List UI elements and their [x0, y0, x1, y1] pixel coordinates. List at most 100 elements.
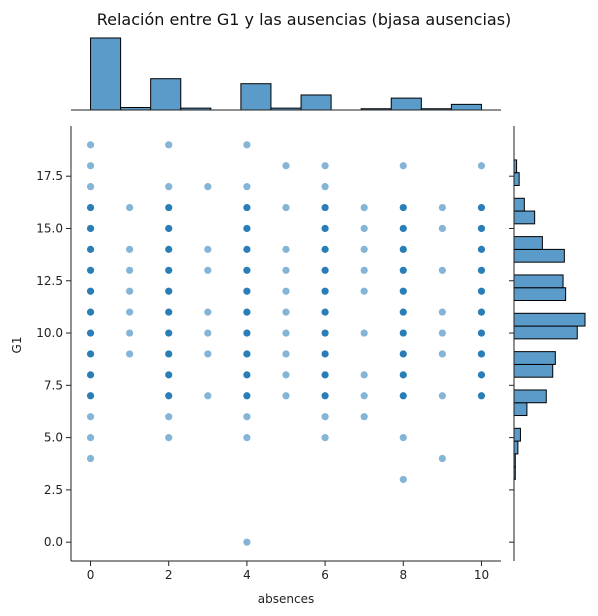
scatter-point — [477, 287, 486, 295]
scatter-point — [165, 434, 173, 442]
scatter-point — [86, 454, 95, 463]
scatter-point — [204, 308, 212, 316]
y-tick-label: 5.0 — [44, 431, 63, 445]
scatter-point — [399, 266, 407, 274]
y-hist-bar — [513, 325, 578, 340]
scatter-point — [165, 329, 173, 337]
scatter-point — [477, 203, 486, 212]
scatter-point — [204, 392, 212, 400]
scatter-point — [126, 308, 134, 316]
y-hist-bar — [513, 402, 528, 417]
scatter-point — [282, 203, 290, 212]
scatter-point — [126, 350, 134, 358]
scatter-point — [321, 371, 329, 379]
scatter-point — [243, 434, 251, 442]
scatter-point — [360, 224, 368, 233]
scatter-point — [282, 287, 290, 295]
x-tick-label: 0 — [87, 568, 95, 582]
scatter-point — [243, 245, 251, 253]
scatter-point — [243, 350, 251, 358]
x-hist-bar — [150, 78, 182, 111]
scatter-point — [399, 475, 407, 484]
scatter-point — [86, 203, 95, 212]
y-tick-label: 17.5 — [36, 169, 63, 183]
y-marginal-histogram — [509, 126, 586, 561]
chart-title: Relación entre G1 y las ausencias (bjasa… — [97, 10, 512, 29]
scatter-point — [360, 287, 368, 295]
scatter-point — [243, 287, 251, 295]
scatter-point — [438, 266, 446, 274]
scatter-point — [86, 287, 95, 295]
scatter-point — [282, 350, 290, 358]
scatter-point — [477, 162, 486, 170]
scatter-point — [399, 329, 407, 337]
y-hist-bar — [513, 197, 525, 212]
y-hist-bar — [513, 389, 547, 404]
x-tick-label: 8 — [399, 568, 407, 582]
x-hist-bar — [390, 97, 422, 111]
y-hist-bar — [513, 236, 543, 250]
scatter-point — [165, 308, 173, 316]
scatter-point — [399, 203, 407, 212]
scatter-point — [438, 308, 446, 316]
scatter-point — [399, 350, 407, 358]
scatter-point — [438, 329, 446, 337]
scatter-point — [165, 413, 173, 421]
scatter-point — [126, 266, 134, 274]
y-tick-label: 2.5 — [44, 483, 63, 497]
scatter-point — [204, 245, 212, 253]
scatter-point — [204, 183, 212, 191]
scatter-point — [165, 266, 173, 274]
scatter-plot-area — [86, 141, 486, 546]
y-tick-label: 7.5 — [44, 378, 63, 392]
scatter-point — [282, 162, 290, 170]
scatter-point — [243, 183, 251, 191]
scatter-point — [399, 392, 407, 400]
scatter-point — [399, 287, 407, 295]
scatter-point — [165, 224, 173, 233]
scatter-point — [126, 329, 134, 337]
scatter-point — [321, 183, 329, 191]
scatter-point — [321, 329, 329, 337]
scatter-point — [86, 329, 95, 337]
scatter-point — [165, 371, 173, 379]
scatter-point — [86, 371, 95, 379]
scatter-point — [399, 434, 407, 442]
x-hist-bar — [240, 83, 272, 111]
x-marginal-histogram — [71, 37, 501, 111]
scatter-point — [86, 350, 95, 358]
scatter-point — [321, 203, 329, 212]
scatter-point — [165, 392, 173, 400]
scatter-point — [204, 350, 212, 358]
scatter-point — [360, 203, 368, 212]
scatter-point — [477, 308, 486, 316]
scatter-point — [243, 413, 251, 421]
scatter-point — [282, 308, 290, 316]
scatter-point — [438, 350, 446, 358]
y-tick-label: 10.0 — [36, 326, 63, 340]
x-tick-label: 6 — [321, 568, 329, 582]
scatter-point — [243, 224, 251, 233]
y-axis-label: G1 — [10, 337, 24, 354]
scatter-point — [243, 266, 251, 274]
scatter-point — [360, 266, 368, 274]
scatter-point — [360, 413, 368, 421]
scatter-point — [243, 308, 251, 316]
y-hist-bar — [513, 172, 520, 186]
scatter-point — [86, 266, 95, 274]
scatter-point — [165, 141, 173, 149]
scatter-point — [243, 538, 251, 546]
scatter-point — [204, 329, 212, 337]
y-hist-bar — [513, 274, 564, 289]
scatter-point — [165, 287, 173, 295]
scatter-point — [165, 183, 173, 191]
scatter-point — [321, 266, 329, 274]
scatter-point — [399, 162, 407, 170]
y-tick-label: 12.5 — [36, 274, 63, 288]
scatter-point — [282, 371, 290, 379]
scatter-point — [321, 162, 329, 170]
scatter-point — [243, 329, 251, 337]
scatter-point — [165, 245, 173, 253]
x-tick-label: 2 — [165, 568, 173, 582]
